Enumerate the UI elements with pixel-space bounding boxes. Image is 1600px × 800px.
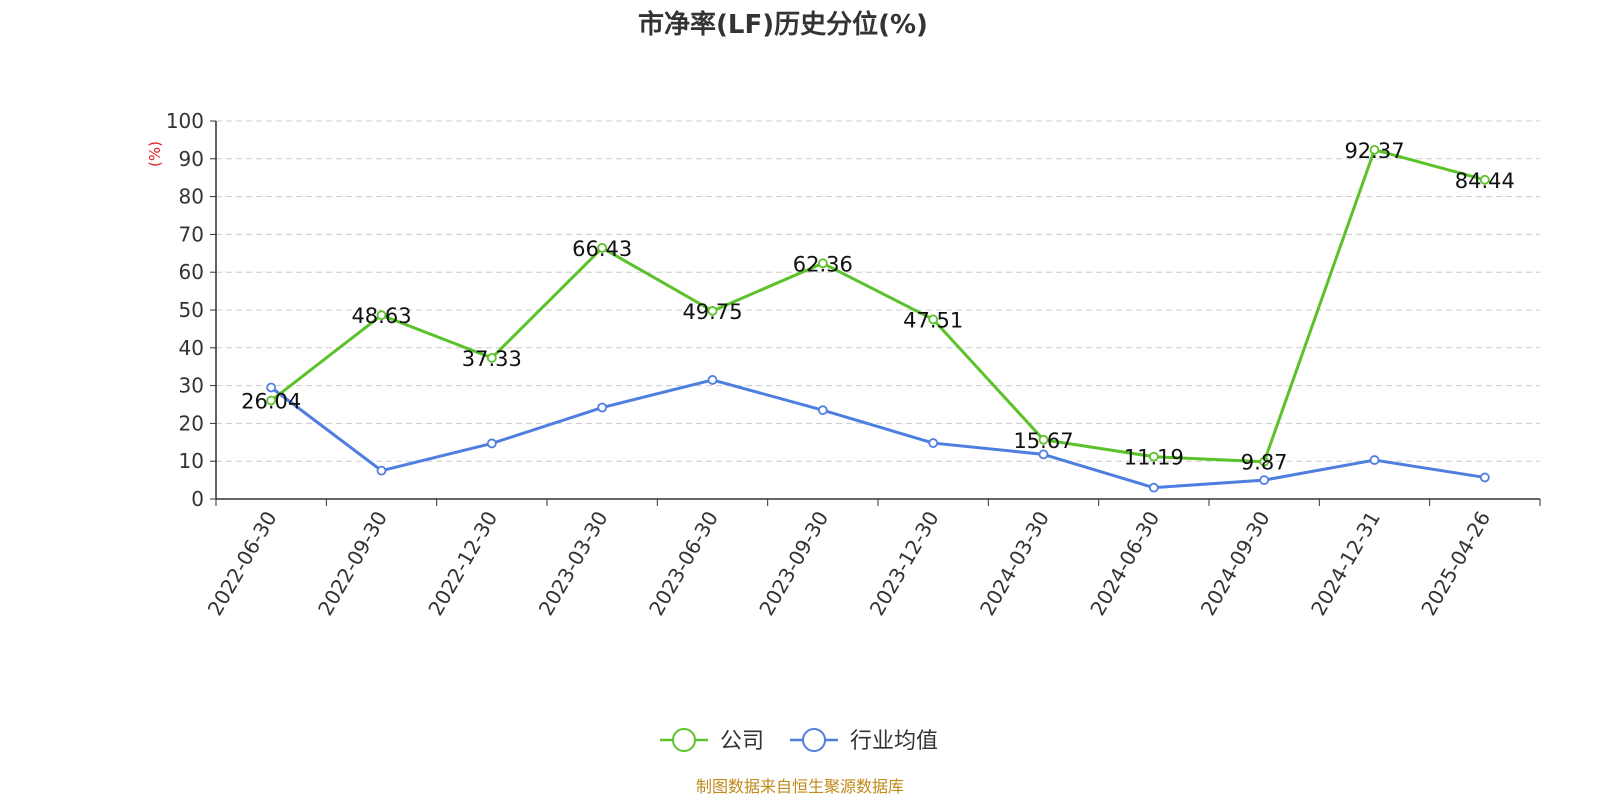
data-point[interactable] [928,314,939,325]
legend: 公司 行业均值 [660,728,938,754]
data-point[interactable] [376,310,387,321]
series-company [266,144,1490,467]
y-tick-label: 100 [166,109,204,133]
data-point[interactable] [1479,472,1490,483]
data-point[interactable] [1259,456,1270,467]
data-point[interactable] [266,382,277,393]
y-tick-label: 80 [179,185,204,209]
data-point[interactable] [707,306,718,316]
legend-item-industry-average[interactable]: 行业均值 [790,728,938,754]
x-tick-label: 2023-12-30 [865,507,944,620]
y-tick-label: 30 [179,374,204,398]
y-tick-label: 50 [179,298,204,322]
legend-marker [802,728,826,752]
gridlines [216,120,1540,462]
data-point[interactable] [597,242,608,253]
legend-item-company[interactable]: 公司 [660,728,764,754]
legend-label: 公司 [720,729,764,754]
data-point[interactable] [266,395,277,406]
legend-label: 行业均值 [850,729,938,754]
x-tick-label: 2022-09-30 [313,507,392,620]
series-line [270,378,1486,490]
data-label: 11.19 [1124,446,1184,470]
data-label: 9.87 [1241,451,1288,475]
data-point[interactable] [486,438,497,449]
data-label: 92.37 [1344,139,1404,163]
data-label: 26.04 [241,390,301,414]
y-tick-label: 20 [179,411,204,435]
data-point[interactable] [597,402,608,413]
data-label: 15.67 [1013,429,1073,453]
data-point[interactable] [1259,475,1270,486]
data-label: 47.51 [903,308,963,332]
x-tick-label: 2024-09-30 [1196,507,1275,620]
x-tick-label: 2022-06-30 [203,507,282,620]
axes: 0 10 20 30 40 50 60 70 80 90 100 2022-06-30 2022-09-… [166,109,1541,620]
data-point[interactable] [1038,434,1049,445]
x-tick-label: 2024-03-30 [975,507,1054,620]
x-tick-label: 2023-09-30 [754,507,833,620]
data-point[interactable] [707,375,718,385]
data-label: 37.33 [462,347,522,371]
data-label: 48.63 [351,304,411,328]
data-point[interactable] [1369,144,1380,155]
series-line [270,148,1486,464]
x-tick-label: 2023-06-30 [644,507,723,620]
source-note: 制图数据来自恒生聚源数据库 [696,777,904,796]
data-point[interactable] [928,438,939,448]
x-tick-label: 2024-12-31 [1306,507,1385,620]
y-tick-label: 60 [179,260,204,284]
y-tick-label: 10 [179,449,204,473]
x-tick-label: 2025-04-26 [1416,507,1495,620]
data-point[interactable] [1369,455,1380,465]
series-lines [266,144,1490,493]
data-point[interactable] [1148,482,1159,493]
data-point[interactable] [817,405,828,416]
y-tick-label: 0 [191,487,204,511]
y-tick-label: 40 [179,336,204,360]
y-tick-label: 70 [179,222,204,246]
x-tick-label: 2024-06-30 [1085,507,1164,620]
y-tick-label: 90 [179,147,204,171]
y-axis-unit-label: (%) [146,141,164,167]
data-point[interactable] [1479,174,1490,185]
data-label: 84.44 [1455,169,1515,193]
x-tick-label: 2022-12-30 [423,507,502,620]
data-point[interactable] [376,465,387,476]
data-point[interactable] [486,352,497,363]
data-point[interactable] [1038,449,1049,460]
data-label: 49.75 [682,300,742,324]
data-label: 62.36 [793,252,853,276]
data-label: 66.43 [572,237,632,261]
data-point[interactable] [1148,451,1159,462]
x-tick-label: 2023-03-30 [534,507,613,620]
data-point[interactable] [817,258,828,269]
chart-title: 市净率(LF)历史分位(%) [638,9,928,40]
series-industry-average [266,375,1490,493]
legend-marker [672,728,696,752]
data-labels: 26.04 48.63 37.33 66.43 49.75 62.36 47.51 15.67… [241,139,1515,475]
